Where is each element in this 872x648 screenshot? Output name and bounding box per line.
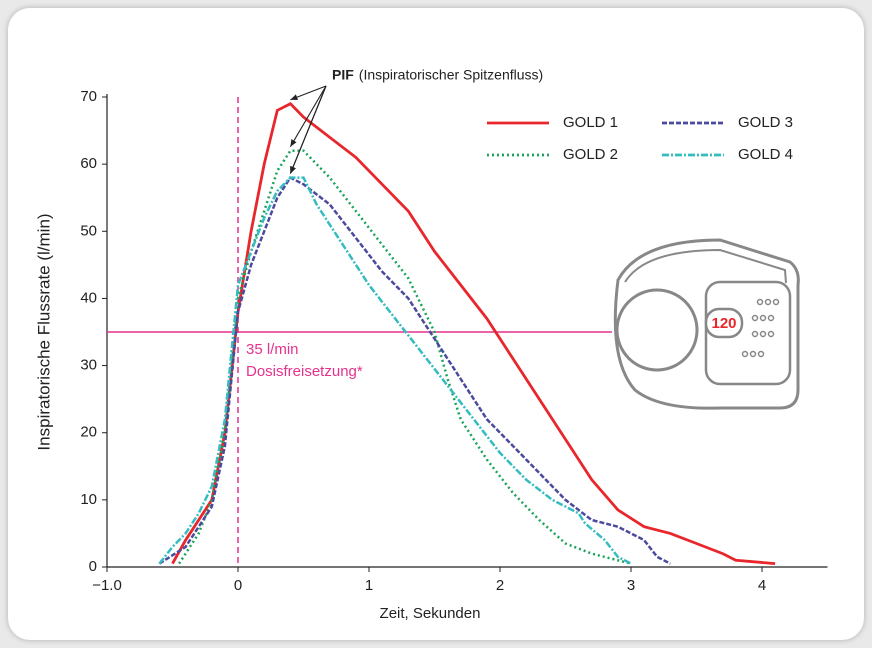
x-tick-label: 3 xyxy=(627,577,635,594)
x-tick-label: 1 xyxy=(365,577,373,594)
threshold-label: Dosisfreisetzung* xyxy=(246,363,363,380)
y-tick-label: 50 xyxy=(80,222,97,239)
counter-text: 120 xyxy=(711,315,736,332)
series-line xyxy=(158,175,671,565)
legend-label: GOLD 4 xyxy=(738,146,793,163)
x-tick-label: 4 xyxy=(758,577,766,594)
y-tick-label: 40 xyxy=(80,289,97,306)
x-axis-label: Zeit, Sekunden xyxy=(380,605,481,622)
threshold-label: 35 l/min xyxy=(246,341,299,358)
y-tick-label: 20 xyxy=(80,424,97,441)
pif-arrowhead xyxy=(290,139,297,147)
legend-label: GOLD 2 xyxy=(563,146,618,163)
series-line xyxy=(178,149,632,565)
legend-label: GOLD 3 xyxy=(738,114,793,131)
y-axis-label: Inspiratorische Flussrate (l/min) xyxy=(34,213,53,450)
x-tick-label: 2 xyxy=(496,577,504,594)
pif-arrow xyxy=(289,85,327,174)
pif-arrowhead xyxy=(290,165,296,174)
series-line xyxy=(158,176,632,565)
y-tick-label: 70 xyxy=(80,88,97,105)
inhaler-icon: 120 xyxy=(613,238,800,410)
y-tick-label: 30 xyxy=(80,357,97,374)
x-tick-label: −1.0 xyxy=(92,577,122,594)
x-tick-label: 0 xyxy=(234,577,242,594)
counter-window xyxy=(704,307,744,339)
pif-arrowhead xyxy=(290,94,299,100)
pif-label: PIF xyxy=(332,67,354,83)
pif-arrow xyxy=(289,85,327,147)
pif-note: (Inspiratorischer Spitzenfluss) xyxy=(359,67,543,83)
y-tick-label: 10 xyxy=(80,491,97,508)
y-tick-label: 60 xyxy=(80,155,97,172)
inhaler-panel xyxy=(704,280,792,386)
y-tick-label: 0 xyxy=(89,558,97,575)
inhaler-rim xyxy=(624,248,787,284)
inhaler-dots xyxy=(741,298,780,358)
legend-label: GOLD 1 xyxy=(563,114,618,131)
inhaler-dial xyxy=(615,288,699,372)
